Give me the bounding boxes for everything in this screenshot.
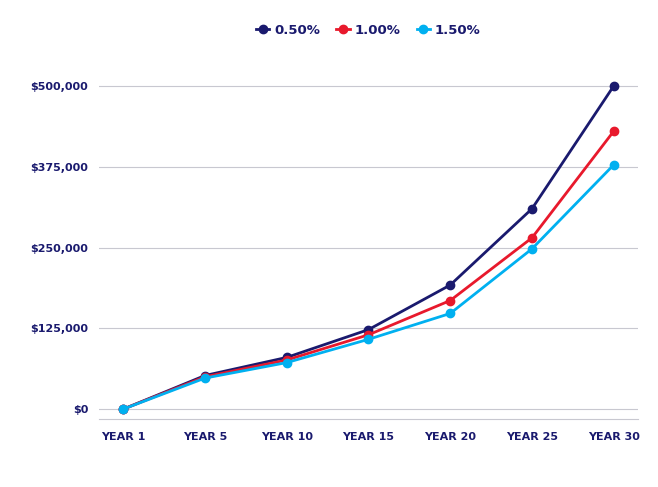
0.50% xyxy=(365,327,372,333)
Legend: 0.50%, 1.00%, 1.50%: 0.50%, 1.00%, 1.50% xyxy=(256,24,481,37)
1.50% xyxy=(201,375,209,381)
1.00% xyxy=(119,406,127,412)
0.50% xyxy=(446,282,454,288)
1.50% xyxy=(283,360,291,366)
1.00% xyxy=(446,298,454,303)
1.00% xyxy=(610,128,618,134)
0.50% xyxy=(283,355,291,360)
1.00% xyxy=(365,332,372,337)
1.00% xyxy=(201,374,209,380)
1.50% xyxy=(528,246,536,252)
1.50% xyxy=(119,406,127,412)
1.00% xyxy=(528,235,536,241)
0.50% xyxy=(201,373,209,378)
1.50% xyxy=(365,337,372,342)
1.50% xyxy=(446,311,454,317)
1.50% xyxy=(610,162,618,168)
Line: 1.50%: 1.50% xyxy=(119,161,618,413)
1.00% xyxy=(283,357,291,363)
0.50% xyxy=(528,206,536,212)
Line: 1.00%: 1.00% xyxy=(119,127,618,413)
0.50% xyxy=(610,83,618,89)
Line: 0.50%: 0.50% xyxy=(119,82,618,413)
0.50% xyxy=(119,406,127,412)
